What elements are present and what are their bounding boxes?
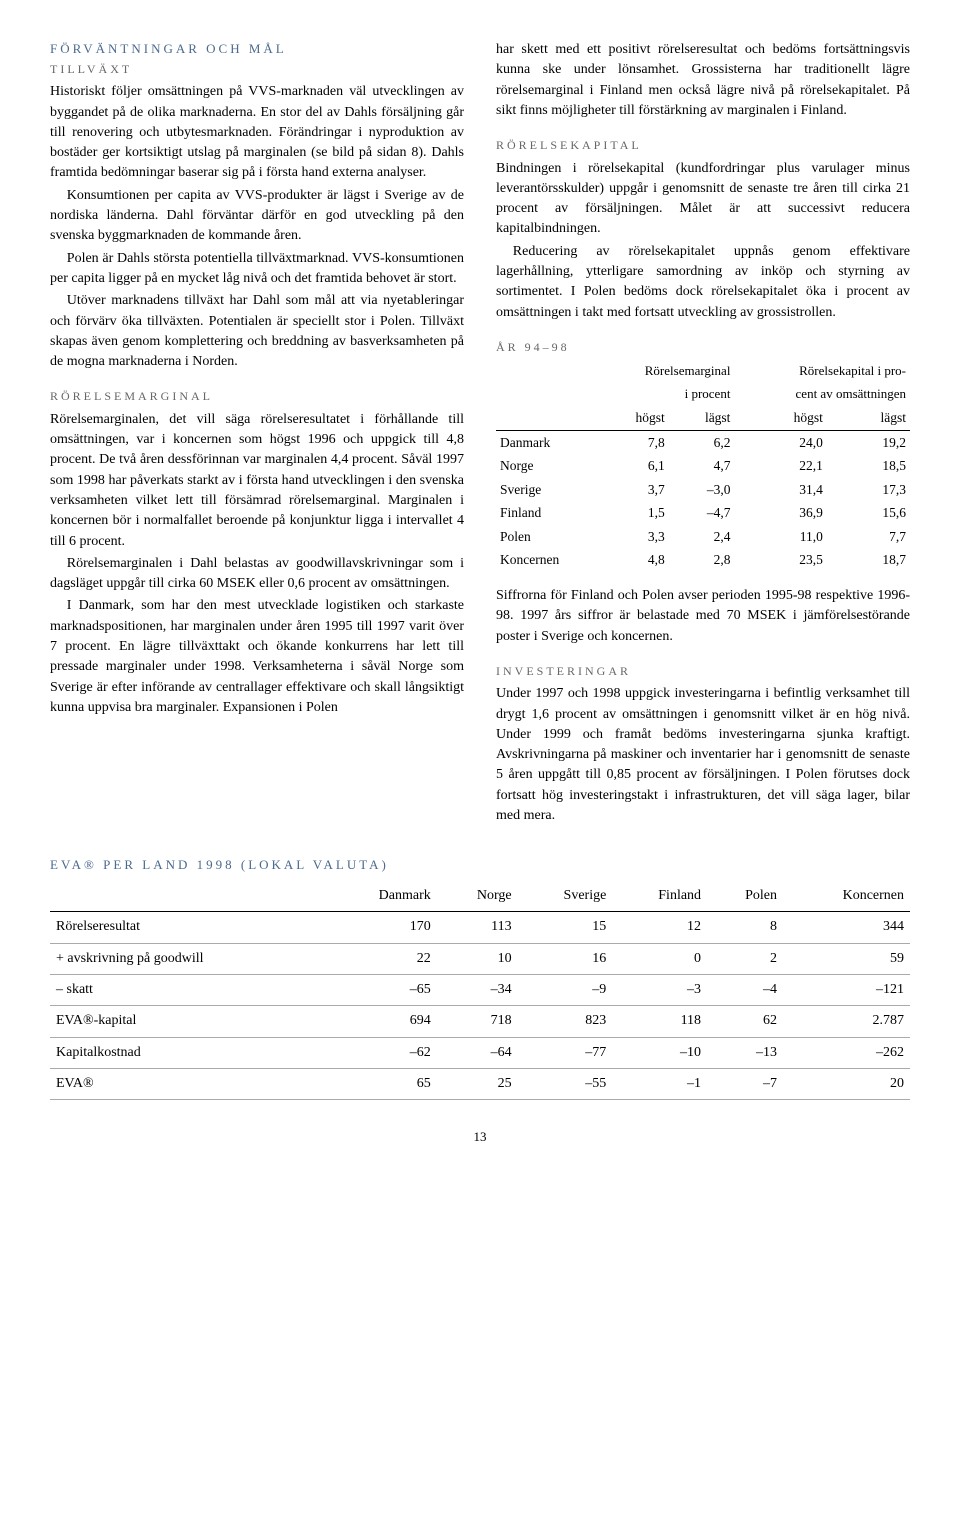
para: Utöver marknadens tillväxt har Dahl som … — [50, 291, 464, 372]
eva-col: Sverige — [518, 881, 613, 912]
table-row: Polen3,32,411,07,7 — [496, 525, 910, 549]
col-hogst: högst — [596, 406, 669, 430]
col-hogst: högst — [734, 406, 826, 430]
subhead-tillvaxt: TILLVÄXT — [50, 61, 464, 78]
table-row: Danmark7,86,224,019,2 — [496, 430, 910, 454]
col-lagst: lägst — [827, 406, 910, 430]
table-row: Norge6,14,722,118,5 — [496, 454, 910, 478]
eva-col: Finland — [612, 881, 707, 912]
subhead-rorelsekapital: RÖRELSEKAPITAL — [496, 137, 910, 154]
tbl-hdr-kapital: Rörelsekapital i pro- — [734, 360, 910, 383]
heading-forvantningar: FÖRVÄNTNINGAR OCH MÅL — [50, 40, 464, 59]
table-row: + avskrivning på goodwill2210160259 — [50, 943, 910, 974]
para: Historiskt följer omsättningen på VVS-ma… — [50, 82, 464, 183]
subhead-investeringar: INVESTERINGAR — [496, 663, 910, 680]
para: Siffrorna för Finland och Polen avser pe… — [496, 586, 910, 647]
col-lagst: lägst — [669, 406, 735, 430]
eva-col: Koncernen — [783, 881, 910, 912]
table-row: Kapitalkostnad–62–64–77–10–13–262 — [50, 1037, 910, 1068]
para: Polen är Dahls största potentiella tillv… — [50, 249, 464, 290]
two-column-layout: FÖRVÄNTNINGAR OCH MÅL TILLVÄXT Historisk… — [50, 40, 910, 828]
tbl-hdr-marginal: Rörelsemarginal — [596, 360, 735, 383]
para: Konsumtionen per capita av VVS-produkter… — [50, 186, 464, 247]
para: har skett med ett positivt rörelseresult… — [496, 40, 910, 121]
table-row: Finland1,5–4,736,915,6 — [496, 501, 910, 525]
page-number: 13 — [50, 1128, 910, 1147]
table-row: Rörelseresultat17011315128344 — [50, 912, 910, 943]
para: Under 1997 och 1998 uppgick investeringa… — [496, 684, 910, 826]
tbl-hdr-kapital2: cent av omsättningen — [734, 383, 910, 406]
ar9498-table: Rörelsemarginal Rörelsekapital i pro- i … — [496, 360, 910, 572]
para: I Danmark, som har den mest utvecklade l… — [50, 596, 464, 718]
subhead-rorelsemarginal: RÖRELSEMARGINAL — [50, 388, 464, 405]
heading-eva: EVA® PER LAND 1998 (LOKAL VALUTA) — [50, 856, 910, 875]
subhead-ar9498: ÅR 94–98 — [496, 339, 910, 356]
eva-table: DanmarkNorgeSverigeFinlandPolenKoncernen… — [50, 881, 910, 1100]
table-row: – skatt–65–34–9–3–4–121 — [50, 975, 910, 1006]
eva-col: Polen — [707, 881, 783, 912]
table-row: Koncernen4,82,823,518,7 — [496, 548, 910, 572]
para: Reducering av rörelsekapitalet uppnås ge… — [496, 242, 910, 323]
para: Bindningen i rörelsekapital (kundfordrin… — [496, 159, 910, 240]
left-column: FÖRVÄNTNINGAR OCH MÅL TILLVÄXT Historisk… — [50, 40, 464, 828]
eva-col: Danmark — [326, 881, 437, 912]
right-column: har skett med ett positivt rörelseresult… — [496, 40, 910, 828]
para: Rörelsemarginalen i Dahl belastas av goo… — [50, 554, 464, 595]
tbl-hdr-marginal2: i procent — [596, 383, 735, 406]
table-row: EVA®6525–55–1–720 — [50, 1068, 910, 1099]
table-row: EVA®-kapital694718823118622.787 — [50, 1006, 910, 1037]
para: Rörelsemarginalen, det vill säga rörelse… — [50, 410, 464, 552]
table-row: Sverige3,7–3,031,417,3 — [496, 478, 910, 502]
eva-section: EVA® PER LAND 1998 (LOKAL VALUTA) Danmar… — [50, 856, 910, 1100]
eva-col: Norge — [437, 881, 518, 912]
